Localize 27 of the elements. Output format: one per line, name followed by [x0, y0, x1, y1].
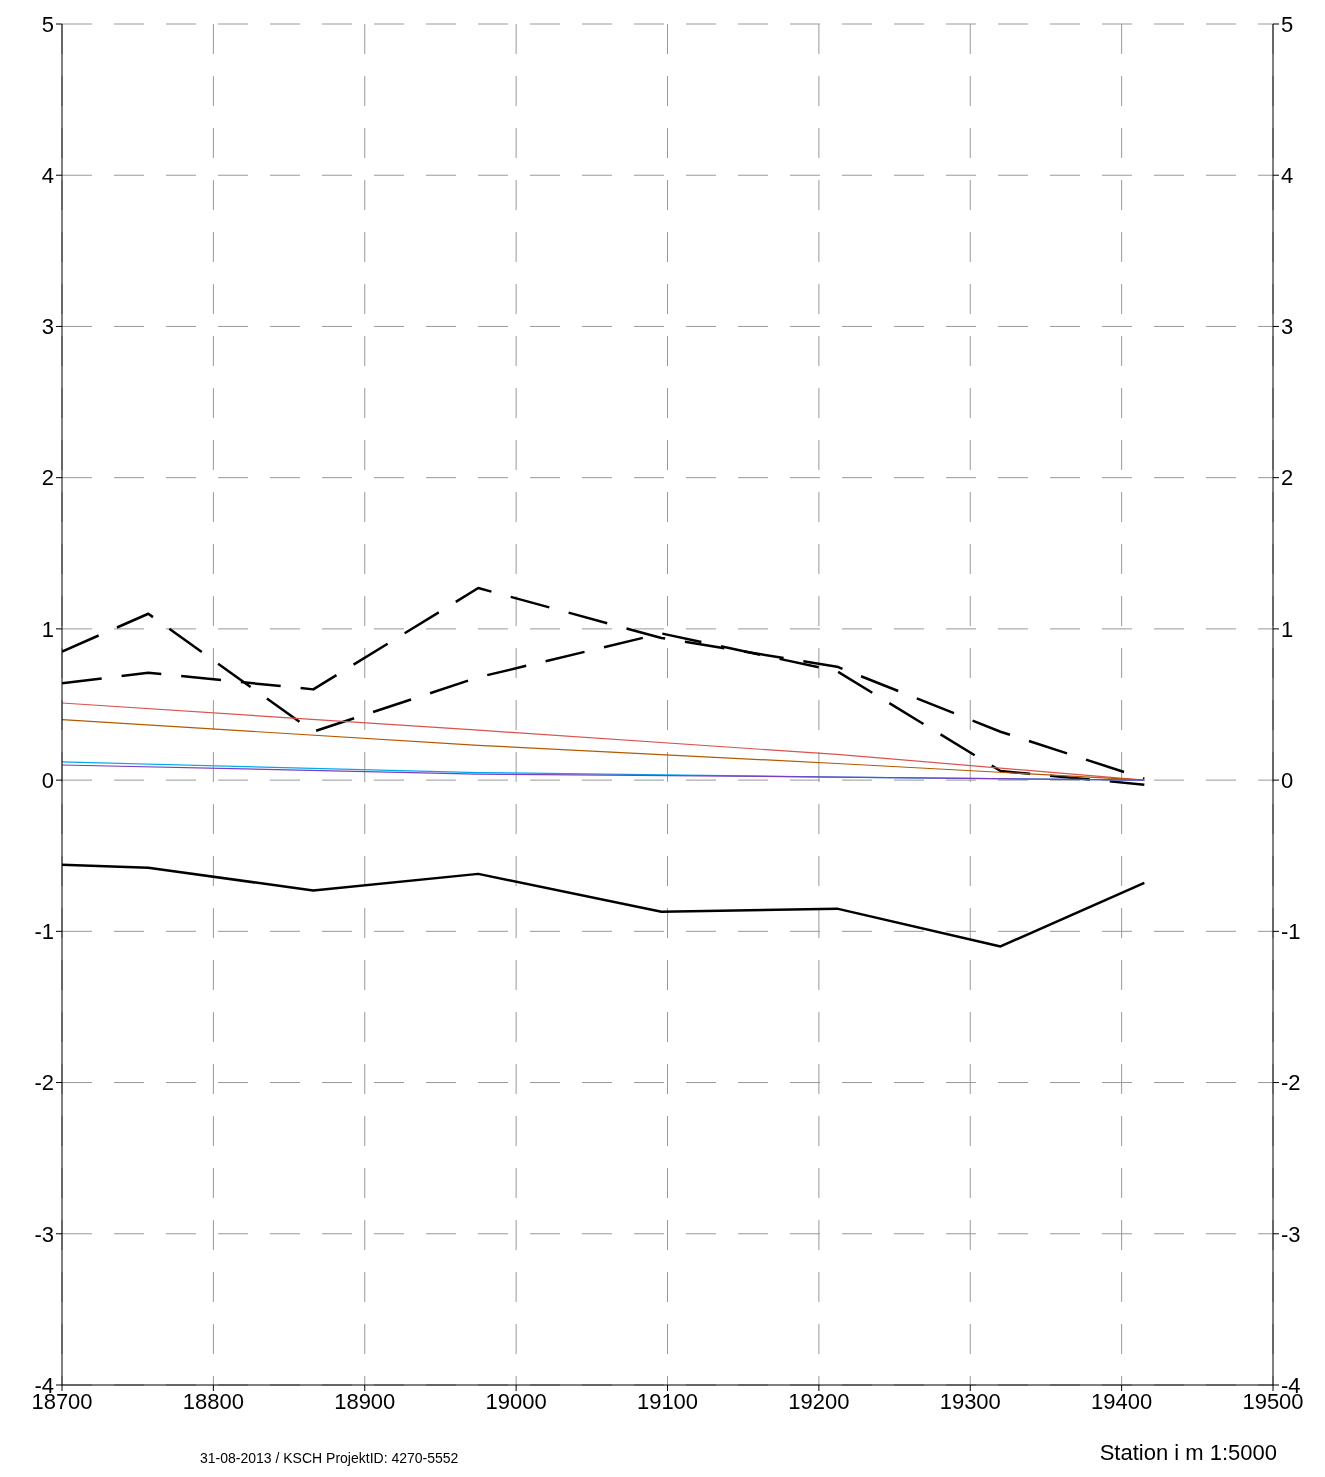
- y2-tick-label: 5: [1281, 11, 1294, 37]
- x-tick-label: 19200: [788, 1388, 850, 1414]
- x-tick-label: 19000: [485, 1388, 547, 1414]
- y2-tick-label: -2: [1281, 1070, 1301, 1096]
- y-tick-label: 4: [41, 163, 54, 189]
- x-tick-label: 18900: [334, 1388, 396, 1414]
- y2-tick-label: -3: [1281, 1221, 1301, 1247]
- y-tick-label: 5: [41, 11, 54, 37]
- y-tick-label: 2: [41, 465, 54, 491]
- y-tick-label: 3: [41, 314, 54, 340]
- y2-tick-label: 0: [1281, 767, 1294, 793]
- y2-tick-label: 4: [1281, 163, 1294, 189]
- y-tick-label: -3: [34, 1221, 54, 1247]
- y2-tick-label: 1: [1281, 616, 1294, 642]
- x-tick-label: 19400: [1091, 1388, 1153, 1414]
- y2-tick-label: -1: [1281, 919, 1301, 945]
- y-tick-label: -1: [34, 919, 54, 945]
- y-tick-label: 1: [41, 616, 54, 642]
- x-tick-label: 19100: [636, 1388, 699, 1414]
- x-tick-label: 18800: [182, 1388, 244, 1414]
- y-tick-label: -2: [34, 1070, 54, 1096]
- y-tick-label: 0: [41, 767, 54, 793]
- y2-tick-label: 2: [1281, 465, 1294, 491]
- x-tick-label: 19300: [939, 1388, 1001, 1414]
- text: 31-08-2013 / KSCH ProjektID: 4270-5552: [200, 1450, 459, 1466]
- x-axis-title: Station i m 1:5000: [1099, 1440, 1277, 1466]
- y2-tick-label: 3: [1281, 314, 1294, 340]
